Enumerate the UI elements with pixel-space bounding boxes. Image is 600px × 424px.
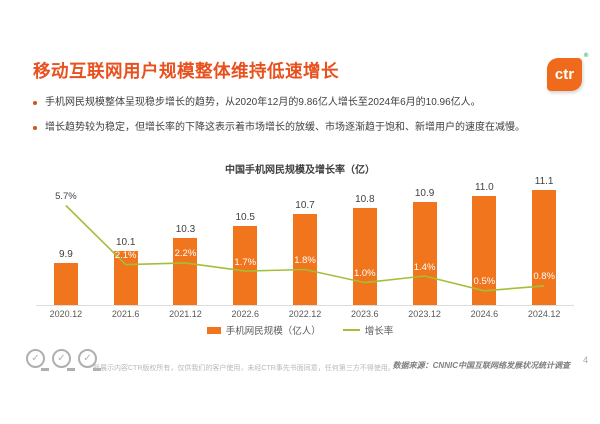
bar-value-label: 11.0: [474, 182, 494, 194]
chart-column: 10.7 1.8% 2022.12: [275, 185, 335, 319]
bullet-dot-icon: [33, 101, 37, 105]
page-number: 4: [582, 355, 588, 365]
bullet-dot-icon: [33, 126, 37, 130]
x-axis-label: 2022.6: [231, 309, 259, 319]
bar-value-label: 10.8: [355, 194, 375, 206]
growth-rate-label: 1.4%: [413, 261, 436, 273]
legend-item-line: 增长率: [342, 323, 394, 337]
x-axis-label: 2023.12: [408, 309, 441, 319]
chart-column: 10.5 1.7% 2022.6: [215, 185, 275, 319]
page-title: 移动互联网用户规模整体维持低速增长: [33, 61, 339, 81]
growth-rate-label: 0.5%: [473, 276, 496, 288]
x-axis-label: 2024.12: [527, 309, 561, 319]
growth-rate-label: 0.8%: [533, 271, 555, 283]
chart-plot-area: 9.9 5.7% 2020.12 10.1 2.1% 2021.6 10.3 2.2% 2021…: [36, 176, 574, 319]
check-icon: ✓: [52, 349, 71, 368]
bar-value-label: 10.1: [115, 236, 136, 248]
bullet-text: 手机网民规模整体呈现稳步增长的趋势，从2020年12月的9.86亿人增长至202…: [45, 97, 481, 108]
registered-mark-icon: ®: [584, 53, 589, 59]
growth-rate-label: 5.7%: [55, 191, 77, 203]
growth-rate-label: 1.7%: [234, 256, 257, 268]
bar-2023.12: [412, 202, 437, 305]
bullet-item: 增长趋势较为稳定，但增长率的下降这表示着市场增长的放缓、市场逐渐趋于饱和、新增用…: [33, 121, 578, 135]
growth-rate-label: 2.1%: [114, 250, 137, 262]
chart-column: 10.3 2.2% 2021.12: [156, 185, 216, 319]
bar-value-label: 11.1: [534, 176, 554, 188]
certification-badge: ✓: [26, 349, 49, 371]
ctr-logo: ctr: [547, 58, 582, 91]
x-axis-label: 2022.12: [288, 309, 322, 319]
check-icon: ✓: [78, 349, 97, 368]
copyright-disclaimer: 所展示内容CTR版权所有，仅供我们的客户使用，未经CTR事先书面同意，任何第三方…: [93, 365, 395, 372]
growth-rate-label: 1.8%: [294, 254, 316, 266]
bar-value-label: 10.7: [295, 200, 315, 212]
data-source: 数据来源：CNNIC中国互联网络发展状况统计调查: [392, 361, 570, 370]
chart-column: 10.1 2.1% 2021.6: [96, 185, 156, 319]
x-axis-label: 2024.6: [470, 309, 499, 319]
badge-stub: [41, 368, 49, 371]
chart-column: 11.0 0.5% 2024.6: [454, 182, 514, 319]
x-axis-label: 2021.12: [169, 309, 202, 319]
check-icon: ✓: [26, 349, 45, 368]
ctr-logo-text: ctr: [554, 66, 575, 83]
x-axis-label: 2021.6: [111, 309, 140, 319]
legend-label: 手机网民规模（亿人）: [225, 326, 321, 337]
bullet-list: 手机网民规模整体呈现稳步增长的趋势，从2020年12月的9.86亿人增长至202…: [33, 96, 578, 146]
chart-column: 11.1 0.8% 2024.12: [514, 176, 574, 319]
legend-label: 增长率: [364, 326, 394, 337]
chart-column: 10.8 1.0% 2023.6: [335, 185, 395, 319]
chart-legend: 手机网民规模（亿人） 增长率: [0, 323, 600, 337]
bar-2024.6: [472, 196, 497, 305]
badge-stub: [67, 368, 75, 371]
growth-rate-label: 2.2%: [174, 248, 197, 260]
bar-value-label: 10.3: [175, 224, 196, 236]
growth-rate-label: 1.0%: [353, 268, 376, 280]
bullet-text: 增长趋势较为稳定，但增长率的下降这表示着市场增长的放缓、市场逐渐趋于饱和、新增用…: [45, 122, 525, 133]
certification-badges: ✓ ✓ ✓: [26, 349, 101, 371]
chart-title: 中国手机网民规模及增长率（亿）: [225, 165, 375, 176]
line-swatch-icon: [342, 329, 360, 331]
certification-badge: ✓: [78, 349, 101, 371]
bar-2023.6: [352, 208, 377, 305]
bar-value-label: 10.9: [414, 188, 435, 200]
badge-stub: [93, 368, 101, 371]
certification-badge: ✓: [52, 349, 75, 371]
chart-column: 10.9 1.4% 2023.12: [395, 185, 455, 319]
x-axis-label: 2023.6: [351, 309, 379, 319]
chart-column: 9.9 5.7% 2020.12: [36, 185, 96, 319]
bullet-item: 手机网民规模整体呈现稳步增长的趋势，从2020年12月的9.86亿人增长至202…: [33, 96, 578, 110]
bar-value-label: 10.5: [235, 212, 255, 224]
bar-2020.12: [53, 262, 78, 305]
bar-value-label: 9.9: [58, 248, 73, 260]
chart-columns: 9.9 5.7% 2020.12 10.1 2.1% 2021.6 10.3 2.2% 2021…: [36, 176, 574, 319]
bar-2024.12: [532, 190, 557, 305]
legend-item-bar: 手机网民规模（亿人）: [206, 323, 321, 337]
x-axis-label: 2020.12: [49, 309, 83, 319]
bar-swatch-icon: [206, 326, 221, 334]
